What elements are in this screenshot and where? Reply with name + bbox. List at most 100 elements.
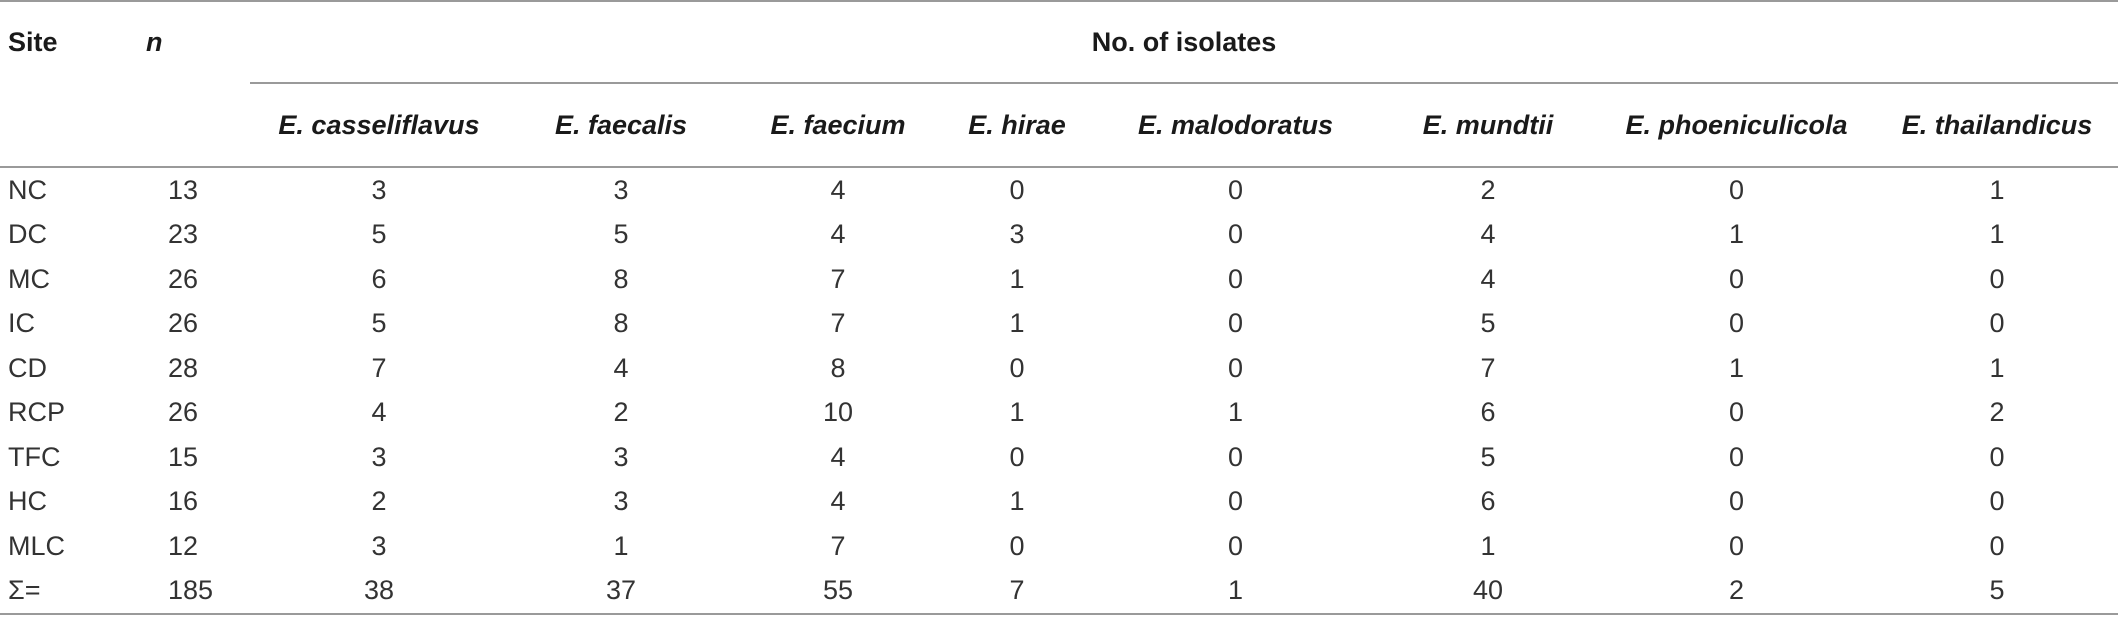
cell-site: MC <box>8 263 50 294</box>
cell-value: 4 <box>830 441 846 472</box>
cell-value: 0 <box>1989 308 2005 339</box>
cell-value: 0 <box>1009 174 1025 205</box>
cell-value: 0 <box>1227 486 1244 517</box>
header-row-species: E. casseliflavus E. faecalis E. faecium … <box>0 83 2118 168</box>
cell-site-total: Σ= <box>0 568 138 615</box>
header-blank-site <box>0 83 138 168</box>
cell-value: 0 <box>1227 441 1244 472</box>
header-row-primary: Site n No. of isolates <box>0 0 2118 84</box>
table-row-total: Σ= 185 38 37 55 7 1 40 2 5 <box>0 568 2118 615</box>
isolates-table: Site n No. of isolates E. casseliflavus … <box>0 0 2118 615</box>
cell-value: 0 <box>1227 219 1244 250</box>
cell-value: 0 <box>1009 352 1025 383</box>
cell-value: 0 <box>1227 174 1244 205</box>
cell-value: 3 <box>613 174 629 205</box>
cell-value-total: 40 <box>1379 568 1597 615</box>
cell-value: 0 <box>1728 441 1745 472</box>
cell-value: 5 <box>613 219 629 250</box>
cell-value: 1 <box>1728 219 1745 250</box>
cell-value: 4 <box>371 397 387 428</box>
cell-value: 1 <box>1989 219 2005 250</box>
cell-site: HC <box>8 486 47 517</box>
column-header-species: E. casseliflavus <box>250 83 508 168</box>
column-header-species: E. mundtii <box>1379 83 1597 168</box>
cell-value: 4 <box>830 486 846 517</box>
table-row: NC 13 3 3 4 0 0 2 0 1 <box>0 167 2118 213</box>
table-row: IC 26 5 8 7 1 0 5 0 0 <box>0 302 2118 347</box>
cell-value: 0 <box>1227 530 1244 561</box>
cell-value-total: 5 <box>1876 568 2118 615</box>
cell-value-total: 38 <box>250 568 508 615</box>
cell-value-total: 2 <box>1597 568 1876 615</box>
cell-value: 0 <box>1989 441 2005 472</box>
cell-value: 2 <box>1480 174 1496 205</box>
table-row: MC 26 6 8 7 1 0 4 0 0 <box>0 257 2118 302</box>
cell-value: 8 <box>830 352 846 383</box>
cell-value: 6 <box>371 263 387 294</box>
cell-value: 0 <box>1728 486 1745 517</box>
cell-value: 2 <box>371 486 387 517</box>
cell-value: 6 <box>1480 397 1496 428</box>
cell-n: 23 <box>168 219 199 250</box>
cell-value: 5 <box>371 219 387 250</box>
cell-value: 0 <box>1728 397 1745 428</box>
cell-site: MLC <box>8 530 66 561</box>
cell-n: 28 <box>168 352 199 383</box>
cell-value: 0 <box>1009 441 1025 472</box>
cell-value: 1 <box>1009 308 1025 339</box>
cell-value: 0 <box>1227 308 1244 339</box>
cell-value: 5 <box>371 308 387 339</box>
cell-value: 1 <box>1728 352 1745 383</box>
cell-value: 0 <box>1009 530 1025 561</box>
cell-site: IC <box>8 308 35 339</box>
cell-value: 4 <box>830 174 846 205</box>
cell-value: 0 <box>1728 530 1745 561</box>
table-row: MLC 12 3 1 7 0 0 1 0 0 <box>0 524 2118 569</box>
cell-site: TFC <box>8 441 61 472</box>
cell-value: 2 <box>613 397 629 428</box>
cell-value: 4 <box>613 352 629 383</box>
cell-value: 6 <box>1480 486 1496 517</box>
cell-value: 7 <box>371 352 387 383</box>
cell-value: 1 <box>1009 397 1025 428</box>
cell-value: 3 <box>371 530 387 561</box>
cell-value: 0 <box>1728 174 1745 205</box>
column-header-species: E. faecium <box>734 83 942 168</box>
cell-value: 7 <box>830 263 846 294</box>
cell-value: 0 <box>1227 352 1244 383</box>
table-row: CD 28 7 4 8 0 0 7 1 1 <box>0 346 2118 391</box>
cell-site: DC <box>8 219 47 250</box>
cell-value: 1 <box>1480 530 1496 561</box>
cell-value: 0 <box>1728 308 1745 339</box>
cell-value: 4 <box>830 219 846 250</box>
table-row: TFC 15 3 3 4 0 0 5 0 0 <box>0 435 2118 480</box>
cell-n: 15 <box>168 441 199 472</box>
table-body: NC 13 3 3 4 0 0 2 0 1 DC 23 5 5 4 3 0 4 … <box>0 167 2118 615</box>
cell-value: 2 <box>1989 397 2005 428</box>
cell-value: 0 <box>1989 486 2005 517</box>
column-header-species: E. malodoratus <box>1092 83 1379 168</box>
cell-value: 0 <box>1989 530 2005 561</box>
cell-site: CD <box>8 352 47 383</box>
cell-n: 26 <box>168 308 199 339</box>
cell-n-total: 185 <box>138 568 250 615</box>
column-header-species: E. phoeniculicola <box>1597 83 1876 168</box>
cell-value: 5 <box>1480 441 1496 472</box>
header-blank-n <box>138 83 250 168</box>
cell-value: 7 <box>830 308 846 339</box>
cell-value: 1 <box>1009 486 1025 517</box>
column-header-species: E. thailandicus <box>1876 83 2118 168</box>
column-header-n: n <box>138 0 250 83</box>
cell-value: 3 <box>1009 219 1025 250</box>
cell-value: 1 <box>613 530 629 561</box>
cell-value-total: 55 <box>734 568 942 615</box>
cell-value: 3 <box>613 486 629 517</box>
cell-value: 8 <box>613 263 629 294</box>
cell-n: 16 <box>168 486 199 517</box>
cell-value: 7 <box>830 530 846 561</box>
cell-value: 1 <box>1009 263 1025 294</box>
table-row: RCP 26 4 2 10 1 1 6 0 2 <box>0 391 2118 436</box>
column-header-species: E. hirae <box>942 83 1092 168</box>
cell-value: 8 <box>613 308 629 339</box>
table-row: DC 23 5 5 4 3 0 4 1 1 <box>0 213 2118 258</box>
